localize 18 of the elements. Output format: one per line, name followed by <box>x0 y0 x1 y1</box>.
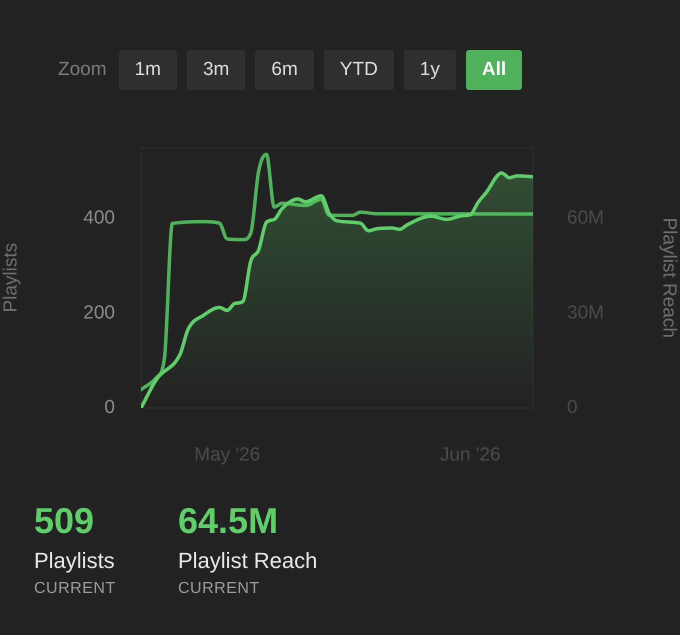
y-tick-label: 0 <box>104 397 115 418</box>
text: All <box>466 50 522 90</box>
text: Playlist Reach <box>178 548 318 574</box>
text: 1y <box>404 50 456 90</box>
text: 509 <box>34 500 96 542</box>
y-tick-label: 400 <box>83 208 115 229</box>
text: 6m <box>255 50 314 90</box>
text: CURRENT <box>178 580 261 598</box>
text: 1m <box>118 50 177 90</box>
y-tick-label: 200 <box>83 302 115 324</box>
text: Playlists <box>34 548 116 574</box>
text: CURRENT <box>34 580 116 598</box>
text: Zoom <box>58 59 107 81</box>
y2-axis-title: Playlist Reach <box>658 218 680 338</box>
text: 64.5M <box>178 500 280 542</box>
text: YTD <box>324 50 394 90</box>
text: 3m <box>186 50 246 90</box>
y-axis-title: Playlists <box>0 242 22 313</box>
